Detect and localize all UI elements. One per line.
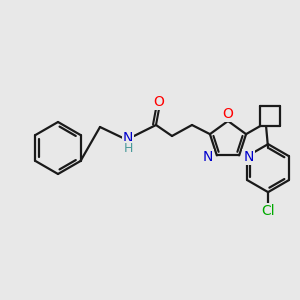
Text: Cl: Cl: [261, 204, 275, 218]
Text: N: N: [202, 150, 213, 164]
Text: H: H: [123, 142, 133, 154]
Text: N: N: [123, 131, 133, 145]
Text: O: O: [154, 95, 164, 109]
Text: N: N: [243, 150, 254, 164]
Text: O: O: [223, 107, 233, 121]
